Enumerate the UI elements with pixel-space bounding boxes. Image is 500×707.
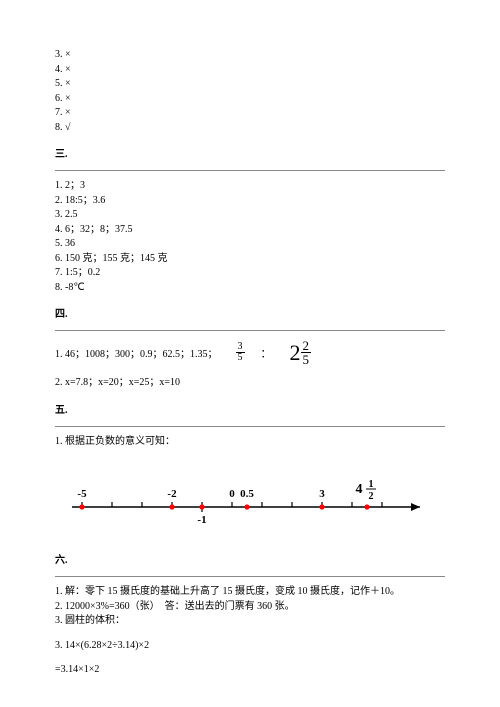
svg-text:-1: -1 xyxy=(197,514,206,526)
number-line-svg: -1 -5 -2 0 0.5 3 412 xyxy=(55,463,435,533)
s3-item: 5. 36 xyxy=(55,237,445,252)
divider xyxy=(55,576,445,577)
section3-heading: 三. xyxy=(55,145,445,160)
s3-item: 1. 2；3 xyxy=(55,179,445,194)
top-item: 8. √ xyxy=(55,121,445,136)
s3-item: 4. 6；32；8；37.5 xyxy=(55,223,445,238)
s6-line: 3. 圆柱的体积： xyxy=(55,614,445,629)
svg-text:2: 2 xyxy=(369,491,374,502)
top-item: 4. × xyxy=(55,63,445,78)
section5-heading: 五. xyxy=(55,401,445,416)
svg-text:0.5: 0.5 xyxy=(240,488,254,500)
fraction-3-5: 3 5 xyxy=(236,342,245,363)
s3-item: 2. 18:5；3.6 xyxy=(55,194,445,209)
colon: ： xyxy=(261,345,272,361)
svg-text:3: 3 xyxy=(319,488,325,500)
mixed-integer: 2 xyxy=(290,340,301,366)
s3-item: 3. 2.5 xyxy=(55,208,445,223)
section6-heading: 六. xyxy=(55,551,445,566)
svg-text:1: 1 xyxy=(369,479,374,490)
section6-body: 1. 解：零下 15 摄氏度的基础上升高了 15 摄氏度，变成 10 摄氏度，记… xyxy=(55,585,445,629)
top-item: 7. × xyxy=(55,106,445,121)
svg-text:-2: -2 xyxy=(167,488,177,500)
fraction-2-5: 2 5 xyxy=(301,339,312,366)
s3-item: 8. -8℃ xyxy=(55,281,445,296)
number-line: -1 -5 -2 0 0.5 3 412 xyxy=(55,463,445,533)
s6-calc1: 3. 14×(6.28×2÷3.14)×2 xyxy=(55,639,445,654)
s3-item: 7. 1:5；0.2 xyxy=(55,266,445,281)
divider xyxy=(55,426,445,427)
s4-line2: 2. x=7.8；x=20；x=25；x=10 xyxy=(55,376,445,391)
top-item: 6. × xyxy=(55,92,445,107)
s6-calc2: =3.14×1×2 xyxy=(55,663,445,678)
svg-text:4: 4 xyxy=(356,482,363,497)
svg-text:-5: -5 xyxy=(77,488,87,500)
s4-line1-prefix: 1. 46；1008；300；0.9；62.5；1.35； xyxy=(55,345,218,360)
top-item: 3. × xyxy=(55,48,445,63)
section3-body: 1. 2；3 2. 18:5；3.6 3. 2.5 4. 6；32；8；37.5… xyxy=(55,179,445,295)
top-list: 3. × 4. × 5. × 6. × 7. × 8. √ xyxy=(55,48,445,135)
divider xyxy=(55,330,445,331)
divider xyxy=(55,170,445,171)
s6-line: 2. 12000×3%=360（张） 答：送出去的门票有 360 张。 xyxy=(55,600,445,615)
s3-item: 6. 150 克；155 克；145 克 xyxy=(55,252,445,267)
top-item: 5. × xyxy=(55,77,445,92)
section4-heading: 四. xyxy=(55,305,445,320)
s5-line1: 1. 根据正负数的意义可知： xyxy=(55,435,445,450)
svg-text:0: 0 xyxy=(229,488,235,500)
s6-line: 1. 解：零下 15 摄氏度的基础上升高了 15 摄氏度，变成 10 摄氏度，记… xyxy=(55,585,445,600)
section4-line1: 1. 46；1008；300；0.9；62.5；1.35； 3 5 ： 2 2 … xyxy=(55,339,445,366)
